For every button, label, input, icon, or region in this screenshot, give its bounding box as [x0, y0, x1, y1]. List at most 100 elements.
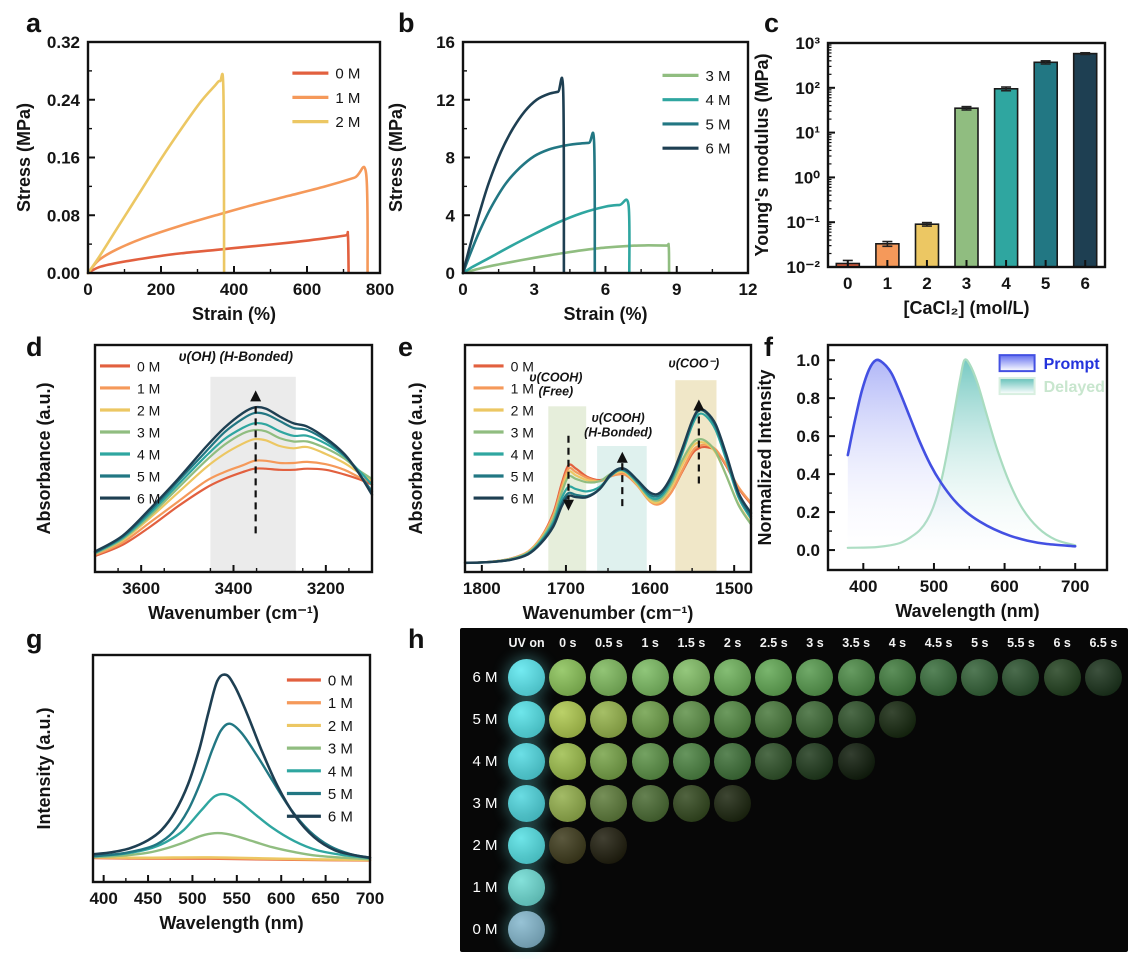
series-1 M — [93, 459, 374, 557]
bar-3 — [954, 107, 979, 268]
y-tick-label: 0.16 — [47, 149, 80, 168]
series-1 M — [86, 165, 369, 275]
afterglow-dot — [631, 700, 669, 738]
sample-row: 6 M — [464, 656, 1124, 698]
series-2 M — [86, 72, 226, 275]
concentration-label: 2 M — [472, 836, 498, 854]
x-tick-label: 550 — [223, 889, 251, 908]
x-tick-label: 600 — [990, 577, 1018, 596]
x-tick-label: 400 — [89, 889, 117, 908]
legend-label: 1 M — [511, 380, 534, 396]
series-4 M — [93, 421, 374, 554]
chart-svg-c: 0 1 2 3 4 5 6 10⁻² 10⁻¹ 10⁰ 10¹ 10² 10³ [CaCl₂] (mol/… — [752, 34, 1107, 318]
time-label: 0 s — [559, 636, 577, 650]
chart-svg-b: 0 3 6 9 12 0 4 8 12 16 Strain (%) Stress (MPa) 3 M 4 … — [386, 33, 758, 324]
x-tick-label: 5 — [1041, 274, 1050, 293]
x-tick-label: 700 — [356, 889, 384, 908]
afterglow-dot — [714, 658, 752, 696]
time-label: 4 s — [888, 636, 907, 650]
legend-label: 2 M — [511, 402, 534, 418]
afterglow-dot — [755, 700, 793, 738]
legend-label: 6 M — [137, 491, 160, 507]
x-tick-label: 12 — [739, 280, 758, 299]
y-tick-label: 0.4 — [796, 465, 820, 484]
x-tick-label: 2 — [922, 274, 931, 293]
series-6 M — [93, 405, 374, 553]
y-tick-label: 10⁻¹ — [786, 213, 820, 232]
legend-label: 4 M — [137, 447, 160, 463]
afterglow-dot — [1043, 658, 1081, 696]
time-label: 3 s — [806, 636, 824, 650]
x-axis-label: Strain (%) — [192, 304, 276, 324]
y-tick-label: 0.2 — [796, 503, 820, 522]
afterglow-dot — [672, 700, 710, 738]
panel-g: g 400 450 500 550 600 650 700 Wavelength (nm) In… — [18, 620, 408, 959]
sample-row: 1 M — [464, 866, 1124, 908]
afterglow-dot — [672, 658, 710, 696]
highlight-band — [210, 376, 296, 572]
x-tick-label: 600 — [293, 280, 321, 299]
afterglow-dot — [837, 700, 875, 738]
series-4 M — [461, 198, 631, 275]
time-label: 6 s — [1053, 636, 1071, 650]
bar-5 — [1033, 61, 1059, 268]
afterglow-dot — [549, 784, 587, 822]
y-tick-label: 12 — [436, 91, 455, 110]
legend-label: 0 M — [335, 66, 360, 83]
sample-row: 4 M — [464, 740, 1124, 782]
series-6 M — [461, 76, 566, 275]
afterglow-dot — [590, 742, 628, 780]
x-tick-label: 500 — [920, 577, 948, 596]
afterglow-dot — [796, 658, 834, 696]
panel-label-b: b — [398, 8, 415, 38]
x-tick-label: 3 — [962, 274, 971, 293]
y-tick-label: 10² — [795, 79, 820, 98]
afterglow-dot — [920, 658, 958, 696]
y-tick-label: 0.6 — [796, 427, 820, 446]
x-tick-label: 800 — [366, 280, 394, 299]
afterglow-dot — [714, 742, 752, 780]
y-tick-label: 4 — [446, 206, 456, 225]
afterglow-dot — [1002, 658, 1040, 696]
sample-row: 5 M — [464, 698, 1124, 740]
afterglow-dot — [631, 742, 669, 780]
time-label: 4.5 s — [924, 636, 953, 650]
legend-label: 4 M — [511, 447, 534, 463]
afterglow-dot — [714, 784, 752, 822]
annotation: υ(COOH) (Free) — [529, 370, 582, 398]
uv-on-dot — [508, 658, 546, 696]
legend-label: 5 M — [511, 469, 534, 485]
afterglow-dot — [549, 658, 587, 696]
y-axis-label: Absorbance (a.u.) — [34, 382, 54, 534]
x-tick-label: 3400 — [215, 579, 253, 598]
chart-stress-strain-high: 0 3 6 9 12 0 4 8 12 16 Strain (%) Stress (MPa) 3 M 4 … — [386, 4, 760, 324]
y-tick-label: 0.24 — [47, 91, 81, 110]
panel-label-h: h — [408, 624, 425, 654]
legend-label: 2 M — [328, 718, 353, 735]
legend-label: 1 M — [137, 380, 160, 396]
time-label: UV on — [508, 636, 545, 650]
legend-label: 2 M — [335, 114, 360, 131]
x-tick-label: 650 — [311, 889, 339, 908]
y-tick-label: 0 — [446, 264, 455, 283]
x-tick-label: 400 — [220, 280, 248, 299]
x-tick-label: 0 — [458, 280, 467, 299]
uv-on-dot — [508, 826, 546, 864]
afterglow-dot — [961, 658, 999, 696]
afterglow-dot — [590, 826, 628, 864]
y-tick-label: 10¹ — [795, 124, 820, 143]
legend-label: 5 M — [137, 469, 160, 485]
concentration-label: 3 M — [472, 794, 498, 812]
panel-label-f: f — [764, 332, 773, 362]
legend-label: 0 M — [137, 358, 160, 374]
plot-frame — [463, 343, 753, 574]
panel-e: e 1800 1700 1600 1500 Wavenumber (cm⁻¹) Absor… — [390, 328, 756, 623]
concentration-label: 0 M — [472, 920, 498, 938]
x-tick-label: 600 — [267, 889, 295, 908]
uv-on-dot — [508, 910, 546, 948]
plot-frame — [91, 653, 372, 884]
afterglow-dot — [631, 658, 669, 696]
afterglow-dot — [1084, 658, 1122, 696]
x-tick-label: 0 — [83, 280, 92, 299]
y-axis-label: Stress (MPa) — [386, 103, 406, 212]
